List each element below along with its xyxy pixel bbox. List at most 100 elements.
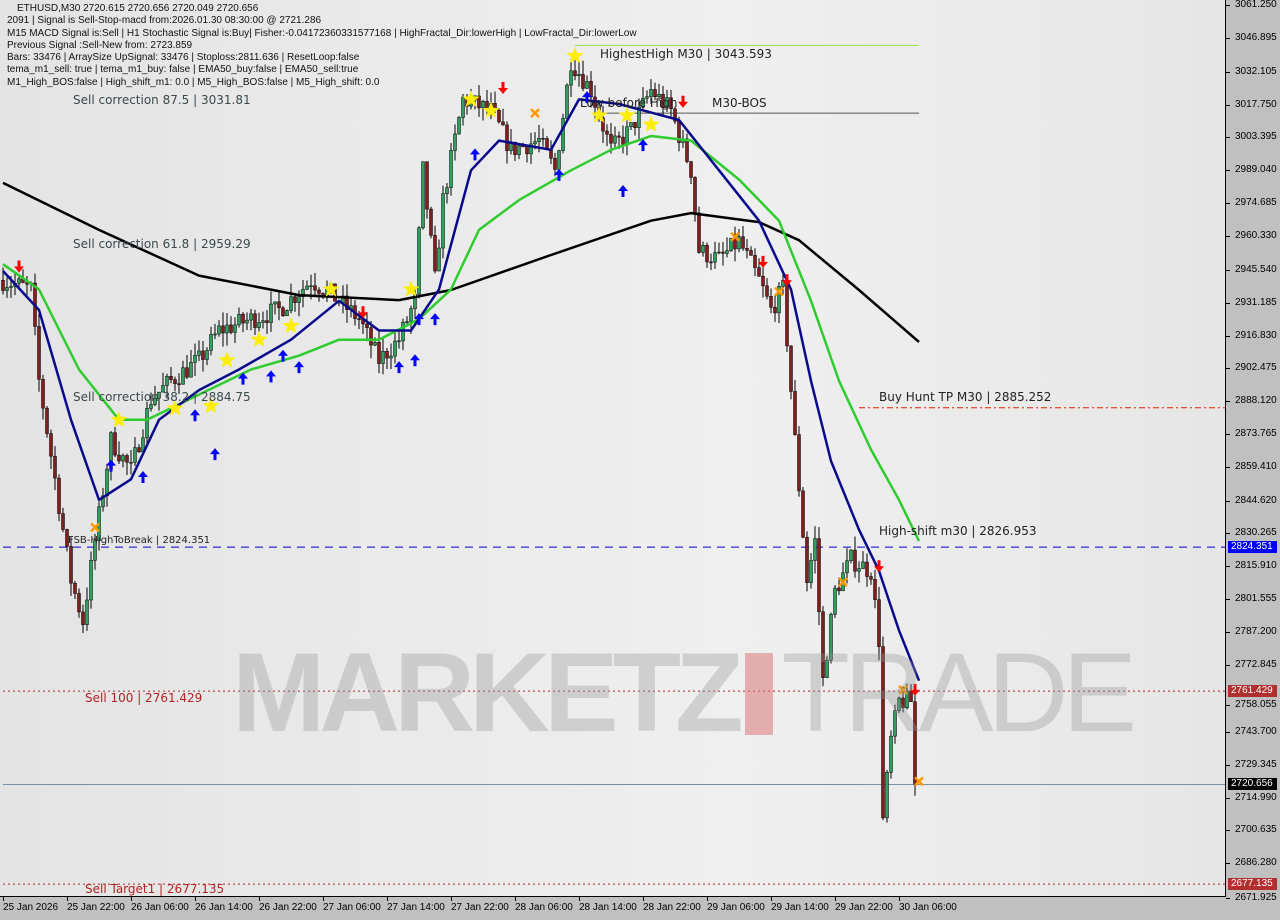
- bull-candle: [517, 145, 521, 155]
- bear-candle: [525, 145, 529, 155]
- buy-arrow-icon: [138, 471, 148, 484]
- price-tick-label: 2830.265: [1226, 527, 1277, 539]
- bull-candle: [441, 193, 445, 249]
- sell-correction-38-label: Sell correction 38.2 | 2884.75: [73, 390, 251, 404]
- bull-candle: [893, 710, 897, 737]
- bear-candle: [793, 391, 797, 435]
- time-tick-label: 29 Jan 22:00: [835, 897, 893, 913]
- bear-candle: [709, 261, 713, 264]
- bull-candle: [145, 408, 149, 439]
- bull-candle: [233, 324, 237, 333]
- bull-candle: [777, 286, 781, 314]
- bear-candle: [253, 313, 257, 328]
- bear-candle: [53, 455, 57, 479]
- bear-candle: [377, 342, 381, 364]
- current-price-price-badge: 2720.656: [1228, 778, 1277, 791]
- bear-candle: [821, 611, 825, 678]
- time-axis[interactable]: 25 Jan 2026 25 Jan 22:00 26 Jan 06:00 26 Ja…: [0, 897, 1225, 920]
- price-tick-label: 2974.685: [1226, 197, 1277, 209]
- bull-candle: [833, 587, 837, 615]
- star-signal-icon: [482, 101, 500, 119]
- bear-candle: [385, 351, 389, 359]
- bear-candle: [365, 323, 369, 328]
- price-tick-label: 2859.410: [1226, 460, 1277, 472]
- bear-candle: [805, 536, 809, 583]
- bear-candle: [581, 74, 585, 89]
- price-tick-label: 3032.105: [1226, 65, 1277, 77]
- bear-candle: [497, 109, 501, 123]
- bear-candle: [425, 161, 429, 210]
- star-signal-icon: [590, 106, 608, 123]
- buy-arrow-icon: [106, 459, 116, 472]
- buy-arrow-icon: [210, 448, 220, 461]
- bull-candle: [637, 106, 641, 128]
- bear-candle: [125, 455, 129, 463]
- bull-candle: [717, 251, 721, 254]
- price-tick-label: 2758.055: [1226, 699, 1277, 711]
- bull-candle: [457, 117, 461, 135]
- ohlc-header: ETHUSD,M30 2720.615 2720.656 2720.049 27…: [17, 3, 259, 14]
- bull-candle: [461, 96, 465, 118]
- bull-candle: [289, 296, 293, 311]
- bear-candle: [45, 407, 49, 434]
- price-axis[interactable]: 3061.250 3046.895 3032.105 3017.750 3003.395…: [1226, 0, 1280, 903]
- price-tick-label: 2700.635: [1226, 824, 1277, 836]
- bear-candle: [553, 157, 557, 170]
- bear-candle: [477, 95, 481, 109]
- bear-candle: [321, 293, 325, 296]
- bear-candle: [633, 122, 637, 128]
- exit-cross-icon: [898, 684, 908, 695]
- price-tick-label: 2815.910: [1226, 560, 1277, 572]
- bear-candle: [221, 325, 225, 334]
- star-signal-icon: [566, 46, 584, 64]
- price-tick-label: 2844.620: [1226, 494, 1277, 506]
- bear-candle: [661, 94, 665, 108]
- sell-100-price-badge: 2761.429: [1228, 685, 1277, 698]
- bear-candle: [697, 212, 701, 253]
- bear-candle: [241, 313, 245, 324]
- bear-candle: [877, 599, 881, 647]
- bull-candle: [17, 278, 21, 284]
- time-tick-label: 28 Jan 06:00: [515, 897, 573, 913]
- bear-candle: [137, 447, 141, 453]
- star-signal-icon: [166, 399, 184, 416]
- bull-candle: [273, 301, 277, 305]
- bull-candle: [225, 324, 229, 334]
- bull-candle: [453, 133, 457, 151]
- buy-arrow-icon: [638, 139, 648, 152]
- bear-candle: [77, 593, 81, 613]
- bear-candle: [69, 546, 73, 584]
- price-tick-label: 2902.475: [1226, 362, 1277, 374]
- time-tick-label: 25 Jan 22:00: [67, 897, 125, 913]
- sell-arrow-icon: [758, 255, 768, 268]
- buy-arrow-icon: [266, 370, 276, 383]
- price-tick-label: 2743.700: [1226, 725, 1277, 737]
- bear-candle: [113, 432, 117, 456]
- star-signal-icon: [110, 410, 128, 428]
- bull-candle: [905, 690, 909, 709]
- bull-candle: [725, 250, 729, 254]
- bull-candle: [437, 247, 441, 272]
- bull-candle: [629, 122, 633, 128]
- bull-candle: [213, 333, 217, 336]
- bear-candle: [185, 367, 189, 378]
- price-tick-label: 3003.395: [1226, 131, 1277, 143]
- sell-correction-87-label: Sell correction 87.5 | 3031.81: [73, 93, 251, 107]
- buy-arrow-icon: [294, 361, 304, 374]
- info-panel: ETHUSD,M30 2720.615 2720.656 2720.049 27…: [7, 3, 637, 89]
- buy-hunt-tp-label: Buy Hunt TP M30 | 2885.252: [879, 390, 1052, 404]
- bull-candle: [249, 313, 253, 321]
- bear-candle: [545, 138, 549, 150]
- bull-candle: [149, 404, 153, 409]
- bear-candle: [621, 136, 625, 145]
- bull-candle: [121, 455, 125, 462]
- sell-target1-label: Sell Target1 | 2677.135: [85, 882, 225, 896]
- sell-arrow-icon: [678, 95, 688, 108]
- bull-candle: [389, 355, 393, 359]
- buy-arrow-icon: [414, 313, 424, 326]
- bull-candle: [397, 340, 401, 343]
- chart-plot-area[interactable]: MARKETZ TRADE ETHUSD,M30 2720.615 2720.65…: [0, 0, 1226, 897]
- bull-candle: [189, 362, 193, 378]
- buy-arrow-icon: [190, 409, 200, 422]
- bear-candle: [685, 138, 689, 162]
